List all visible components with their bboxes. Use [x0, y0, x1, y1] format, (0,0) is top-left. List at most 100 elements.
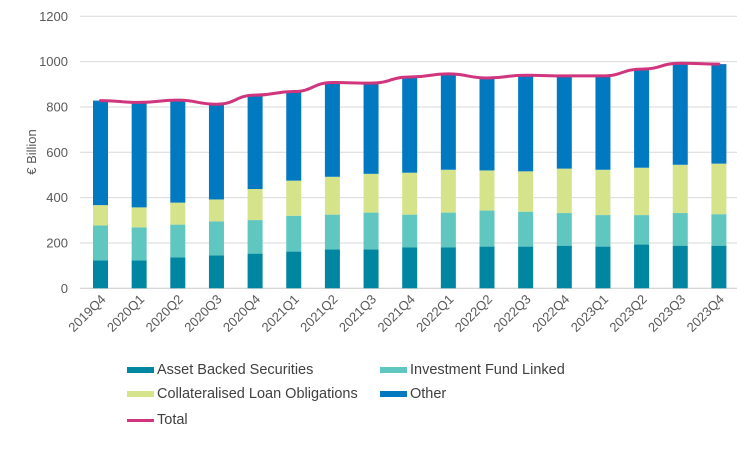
legend-swatch-other: [380, 391, 407, 397]
bar-collateralised-loan-obligations-2022q3: [518, 171, 534, 212]
bar-collateralised-loan-obligations-2020q2: [170, 202, 186, 225]
x-tick-label: 2022Q3: [490, 292, 533, 335]
bar-asset-backed-securities-2020q1: [131, 260, 147, 289]
bar-collateralised-loan-obligations-2021q2: [324, 176, 340, 215]
legend-item-total: Total: [127, 410, 188, 430]
bar-asset-backed-securities-2023q1: [595, 246, 611, 289]
x-tick-label: 2023Q4: [684, 292, 727, 335]
x-tick-label: 2019Q4: [65, 292, 108, 335]
legend-label-collateralised-loan-obligations: Collateralised Loan Obligations: [157, 386, 358, 402]
bar-collateralised-loan-obligations-2022q2: [479, 170, 495, 211]
bar-investment-fund-linked-2020q1: [131, 227, 147, 261]
bars: [93, 63, 727, 289]
legend-label-other: Other: [410, 386, 447, 402]
bar-other-2020q3: [208, 104, 224, 200]
bar-collateralised-loan-obligations-2022q4: [556, 168, 572, 214]
bar-other-2020q1: [131, 102, 147, 208]
x-tick-label: 2023Q2: [606, 292, 649, 335]
total-line-group: [99, 61, 721, 106]
y-tick-label: 600: [46, 145, 68, 160]
bar-collateralised-loan-obligations-2021q1: [286, 180, 302, 216]
bar-asset-backed-securities-2021q2: [324, 249, 340, 289]
bar-other-2023q1: [595, 75, 611, 170]
bar-investment-fund-linked-2021q4: [402, 214, 418, 248]
bar-collateralised-loan-obligations-2020q4: [247, 189, 263, 221]
bar-investment-fund-linked-2022q3: [518, 211, 534, 247]
bar-asset-backed-securities-2023q2: [634, 244, 650, 289]
legend-swatch-asset-backed-securities: [127, 367, 154, 373]
bar-collateralised-loan-obligations-2023q3: [672, 164, 688, 214]
legend-label-investment-fund-linked: Investment Fund Linked: [410, 362, 565, 378]
bar-other-2023q4: [711, 64, 727, 164]
bar-collateralised-loan-obligations-2019q4: [93, 205, 108, 226]
y-tick-label: 1200: [39, 9, 68, 24]
x-tick-label: 2020Q4: [220, 292, 263, 335]
legend-item-asset-backed-securities: Asset Backed Securities: [127, 360, 313, 380]
y-tick-label: 800: [46, 99, 68, 114]
bar-asset-backed-securities-2020q3: [208, 255, 224, 289]
x-tick-label: 2021Q3: [336, 292, 379, 335]
bar-other-2022q4: [556, 75, 572, 169]
bar-investment-fund-linked-2023q2: [634, 215, 650, 245]
bar-investment-fund-linked-2022q2: [479, 210, 495, 247]
bar-investment-fund-linked-2020q2: [170, 224, 186, 258]
bar-collateralised-loan-obligations-2021q4: [402, 172, 418, 215]
x-tick-label: 2023Q1: [568, 292, 611, 335]
bar-asset-backed-securities-2020q2: [170, 257, 186, 289]
bar-other-2023q2: [634, 69, 650, 168]
bar-collateralised-loan-obligations-2023q2: [634, 167, 650, 216]
bar-other-2022q3: [518, 75, 534, 172]
bar-asset-backed-securities-2021q1: [286, 251, 302, 289]
bar-investment-fund-linked-2020q3: [208, 221, 224, 256]
bar-collateralised-loan-obligations-2023q1: [595, 169, 611, 216]
bar-asset-backed-securities-2023q4: [711, 245, 727, 289]
bar-other-2022q2: [479, 77, 495, 171]
legend-label-asset-backed-securities: Asset Backed Securities: [157, 362, 314, 378]
bar-collateralised-loan-obligations-2020q1: [131, 207, 147, 228]
legend-item-collateralised-loan-obligations: Collateralised Loan Obligations: [127, 384, 358, 404]
legend-swatch-collateralised-loan-obligations: [127, 391, 154, 397]
bar-asset-backed-securities-2022q2: [479, 246, 495, 289]
x-tick-label: 2022Q4: [529, 292, 572, 335]
x-tick-label: 2020Q3: [181, 292, 224, 335]
bar-investment-fund-linked-2019q4: [93, 225, 108, 261]
x-axis-ticks: 2019Q42020Q12020Q22020Q32020Q42021Q12021…: [65, 292, 727, 335]
bar-other-2023q3: [672, 63, 688, 165]
bar-investment-fund-linked-2023q4: [711, 214, 727, 246]
bar-other-2021q3: [363, 83, 379, 174]
x-tick-label: 2021Q1: [259, 292, 302, 335]
x-tick-label: 2021Q2: [297, 292, 340, 335]
y-tick-label: 1000: [39, 54, 68, 69]
bar-investment-fund-linked-2021q3: [363, 212, 379, 250]
x-tick-label: 2020Q1: [104, 292, 147, 335]
bar-investment-fund-linked-2022q4: [556, 213, 572, 246]
bar-asset-backed-securities-2021q4: [402, 247, 418, 289]
legend-label-total: Total: [157, 412, 188, 428]
bar-investment-fund-linked-2022q1: [440, 212, 456, 248]
bar-investment-fund-linked-2023q3: [672, 213, 688, 246]
bar-collateralised-loan-obligations-2022q1: [440, 169, 456, 213]
y-tick-label: 200: [46, 235, 68, 250]
bar-investment-fund-linked-2020q4: [247, 220, 263, 254]
y-axis-label: € Billion: [24, 129, 39, 175]
y-tick-label: 0: [61, 281, 68, 296]
legend-item-other: Other: [380, 384, 446, 404]
bar-asset-backed-securities-2022q1: [440, 247, 456, 289]
legend: Asset Backed Securities Investment Fund …: [127, 360, 727, 440]
bar-asset-backed-securities-2021q3: [363, 249, 379, 289]
y-tick-label: 400: [46, 190, 68, 205]
bar-collateralised-loan-obligations-2023q4: [711, 163, 727, 215]
bar-other-2020q2: [170, 100, 186, 203]
bar-investment-fund-linked-2023q1: [595, 215, 611, 247]
legend-item-investment-fund-linked: Investment Fund Linked: [380, 360, 565, 380]
bar-asset-backed-securities-2020q4: [247, 253, 263, 289]
y-axis-ticks: 0 200 400 600 800 1000 1200: [39, 9, 68, 296]
bar-other-2020q4: [247, 95, 263, 190]
bar-other-2021q4: [402, 77, 418, 173]
bar-asset-backed-securities-2022q3: [518, 246, 534, 289]
bar-other-2019q4: [93, 100, 108, 206]
bar-collateralised-loan-obligations-2021q3: [363, 173, 379, 213]
bar-investment-fund-linked-2021q2: [324, 214, 340, 250]
legend-swatch-investment-fund-linked: [380, 367, 407, 373]
